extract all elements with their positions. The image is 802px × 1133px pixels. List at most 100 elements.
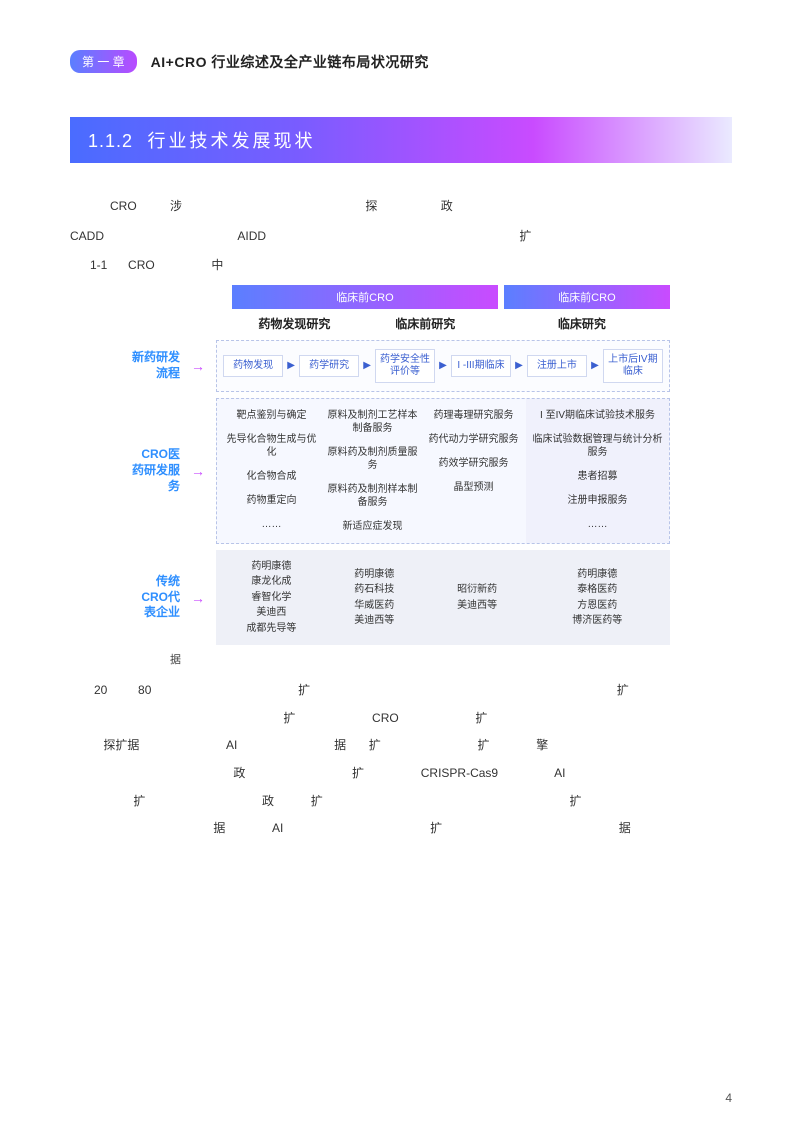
triangle-icon: ▶	[591, 360, 599, 371]
text-fragment: 政	[262, 794, 274, 808]
text-fragment: 中	[211, 258, 223, 272]
rep-col: 昭衍新药 美迪西等	[428, 560, 527, 636]
flow-box: 注册上市	[527, 355, 587, 377]
arrow-icon: →	[180, 550, 216, 646]
header-pill: 临床前CRO	[504, 285, 670, 309]
rep-item: 昭衍新药	[457, 583, 497, 597]
svc-item: 新适应症发现	[343, 520, 403, 533]
text-fragment: 据	[170, 654, 181, 666]
text-fragment: 据	[213, 821, 225, 835]
page-number: 4	[725, 1091, 732, 1105]
page-header: 第 一 章 AI+CRO 行业综述及全产业链布局状况研究	[70, 50, 732, 73]
text-fragment: 扩	[352, 766, 364, 780]
body-paragraph: 20 80 扩 扩	[70, 677, 732, 705]
svc-item: 药理毒理研究服务	[434, 409, 514, 422]
flow-box: 药物发现	[223, 355, 283, 377]
text-fragment: AI	[272, 821, 283, 835]
flow-box: 上市后IV期临床	[603, 349, 663, 383]
text-fragment: 扩	[475, 711, 487, 725]
body-paragraph: 扩 CRO 扩	[70, 705, 732, 733]
section-title: 行业技术发展现状	[148, 131, 316, 151]
svc-item: 药物重定向	[247, 494, 297, 507]
triangle-icon: ▶	[363, 360, 371, 371]
svc-item: 靶点鉴别与确定	[237, 409, 307, 422]
flow-box: 药学安全性评价等	[375, 349, 435, 383]
cro-diagram: 临床前CRO 临床前CRO 药物发现研究 临床前研究 临床研究 新药研发流程 →…	[130, 285, 670, 646]
text-fragment: 探	[365, 193, 377, 219]
svc-col: 靶点鉴别与确定 先导化合物生成与优化 化合物合成 药物重定向 ……	[223, 409, 320, 533]
intro-line-1: CRO 涉 探 政	[70, 193, 732, 219]
representatives-grid: 药明康德 康龙化成 睿智化学 美迪西 成都先导等 药明康德 药石科技 华威医药 …	[216, 550, 670, 646]
triangle-icon: ▶	[439, 360, 447, 371]
svc-item: I 至IV期临床试验技术服务	[540, 409, 655, 422]
text-fragment: 政	[441, 193, 453, 219]
rep-item: 华威医药	[354, 599, 394, 613]
diagram-row-representatives: 传统CRO代表企业 → 药明康德 康龙化成 睿智化学 美迪西 成都先导等 药明康…	[130, 550, 670, 646]
svc-item: 注册申报服务	[568, 494, 628, 507]
rep-col: 药明康德 泰格医药 方恩医药 博济医药等	[531, 560, 664, 636]
sub-header: 药物发现研究	[232, 315, 357, 332]
svc-item: 原料及制剂工艺样本制备服务	[324, 409, 421, 435]
triangle-icon: ▶	[287, 360, 295, 371]
text-fragment: AIDD	[237, 223, 266, 249]
flow-boxes: 药物发现 ▶ 药学研究 ▶ 药学安全性评价等 ▶ I -III期临床 ▶ 注册上…	[216, 340, 670, 392]
svc-item: 药代动力学研究服务	[429, 433, 519, 446]
svc-item: ……	[588, 518, 608, 531]
text-fragment: 扩	[283, 711, 295, 725]
rep-item: 睿智化学	[251, 591, 291, 605]
text-fragment: 扩	[430, 821, 442, 835]
row-label: 传统CRO代表企业	[130, 550, 180, 646]
rep-item: 美迪西	[256, 606, 286, 620]
text-fragment: CRO	[128, 258, 155, 272]
text-fragment: 扩	[569, 794, 581, 808]
svc-item: 原料药及制剂质量服务	[324, 446, 421, 472]
text-fragment: 扩	[311, 794, 323, 808]
text-fragment: 擎	[536, 738, 548, 752]
text-fragment: 扩	[519, 223, 531, 249]
chapter-badge: 第 一 章	[70, 50, 137, 73]
text-fragment: 涉	[170, 193, 182, 219]
chapter-title: AI+CRO 行业综述及全产业链布局状况研究	[151, 52, 429, 72]
section-number: 1.1.2	[88, 131, 133, 151]
text-fragment: CRISPR-Cas9	[421, 766, 498, 780]
rep-item: 药明康德	[577, 568, 617, 582]
sub-header: 临床研究	[494, 315, 670, 332]
text-fragment: 1-1	[90, 258, 107, 272]
svc-item: ……	[262, 518, 282, 531]
rep-item: 美迪西等	[354, 614, 394, 628]
triangle-icon: ▶	[515, 360, 523, 371]
text-fragment: AI	[554, 766, 565, 780]
text-fragment: 扩	[617, 683, 629, 697]
text-fragment: 80	[138, 683, 151, 697]
source-line: 据	[130, 651, 732, 667]
text-fragment: CADD	[70, 223, 104, 249]
flow-box: 药学研究	[299, 355, 359, 377]
text-fragment: 政	[233, 766, 245, 780]
rep-item: 成都先导等	[246, 622, 296, 636]
diagram-top-headers: 临床前CRO 临床前CRO	[232, 285, 670, 309]
arrow-icon: →	[180, 340, 216, 392]
figure-caption: 1-1 CRO 中	[90, 256, 732, 273]
row-label: CRO医药研发服务	[130, 398, 180, 544]
intro-line-2: CADD AIDD 扩	[70, 223, 732, 249]
svc-item: 临床试验数据管理与统计分析服务	[532, 433, 663, 459]
sub-header: 临床前研究	[363, 315, 488, 332]
text-fragment: 扩	[477, 738, 489, 752]
rep-col: 药明康德 药石科技 华威医药 美迪西等	[325, 560, 424, 636]
svc-col: I 至IV期临床试验技术服务 临床试验数据管理与统计分析服务 患者招募 注册申报…	[526, 399, 669, 543]
arrow-icon: →	[180, 398, 216, 544]
text-fragment: 扩	[369, 738, 381, 752]
text-fragment: 扩	[133, 794, 145, 808]
svc-item: 患者招募	[578, 470, 618, 483]
svc-col: 原料及制剂工艺样本制备服务 原料药及制剂质量服务 原料药及制剂样本制备服务 新适…	[324, 409, 421, 533]
header-pill: 临床前CRO	[232, 285, 498, 309]
rep-item: 美迪西等	[457, 599, 497, 613]
rep-item: 药明康德	[354, 568, 394, 582]
section-banner: 1.1.2 行业技术发展现状	[70, 117, 732, 163]
svc-item: 原料药及制剂样本制备服务	[324, 483, 421, 509]
svc-item: 先导化合物生成与优化	[223, 433, 320, 459]
body-paragraph: 据 AI 扩 据	[70, 815, 732, 843]
text-fragment: 据	[334, 738, 346, 752]
rep-item: 药明康德	[251, 560, 291, 574]
services-grid: 靶点鉴别与确定 先导化合物生成与优化 化合物合成 药物重定向 …… 原料及制剂工…	[216, 398, 670, 544]
